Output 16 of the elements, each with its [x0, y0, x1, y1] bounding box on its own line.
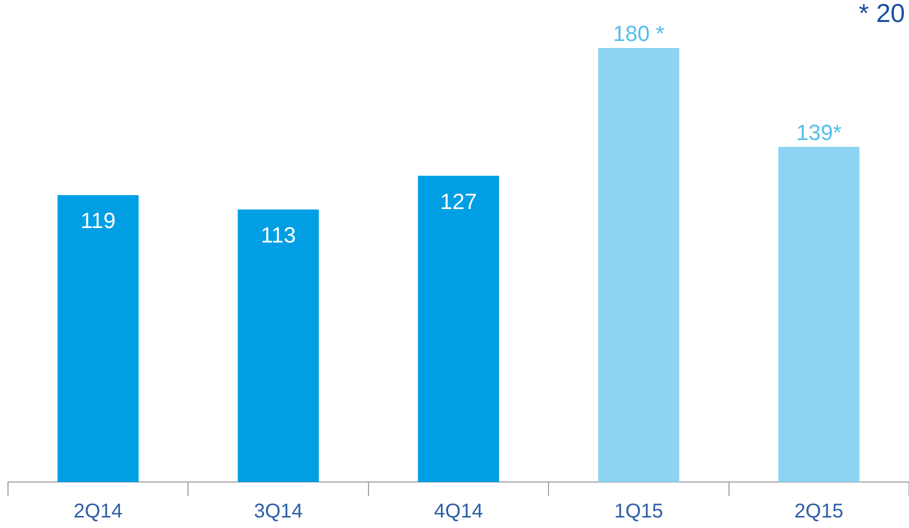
bar: [58, 195, 139, 482]
bar: [238, 210, 319, 482]
x-tick-label: 2Q15: [794, 500, 844, 523]
bar: [418, 176, 500, 482]
text: * 20: [858, 0, 905, 28]
x-tick-label: 1Q15: [614, 500, 664, 523]
bar: [778, 146, 860, 482]
x-tick-label: 2Q14: [74, 500, 123, 523]
data-label: 113: [260, 222, 296, 248]
bar: [598, 48, 680, 482]
x-tick-label: 4Q14: [434, 500, 483, 523]
data-label: 127: [440, 188, 477, 214]
x-tick-label: 3Q14: [254, 500, 303, 523]
data-label: 180 *: [613, 21, 665, 46]
data-label: 139*: [796, 120, 842, 145]
data-label: 119: [80, 208, 116, 234]
